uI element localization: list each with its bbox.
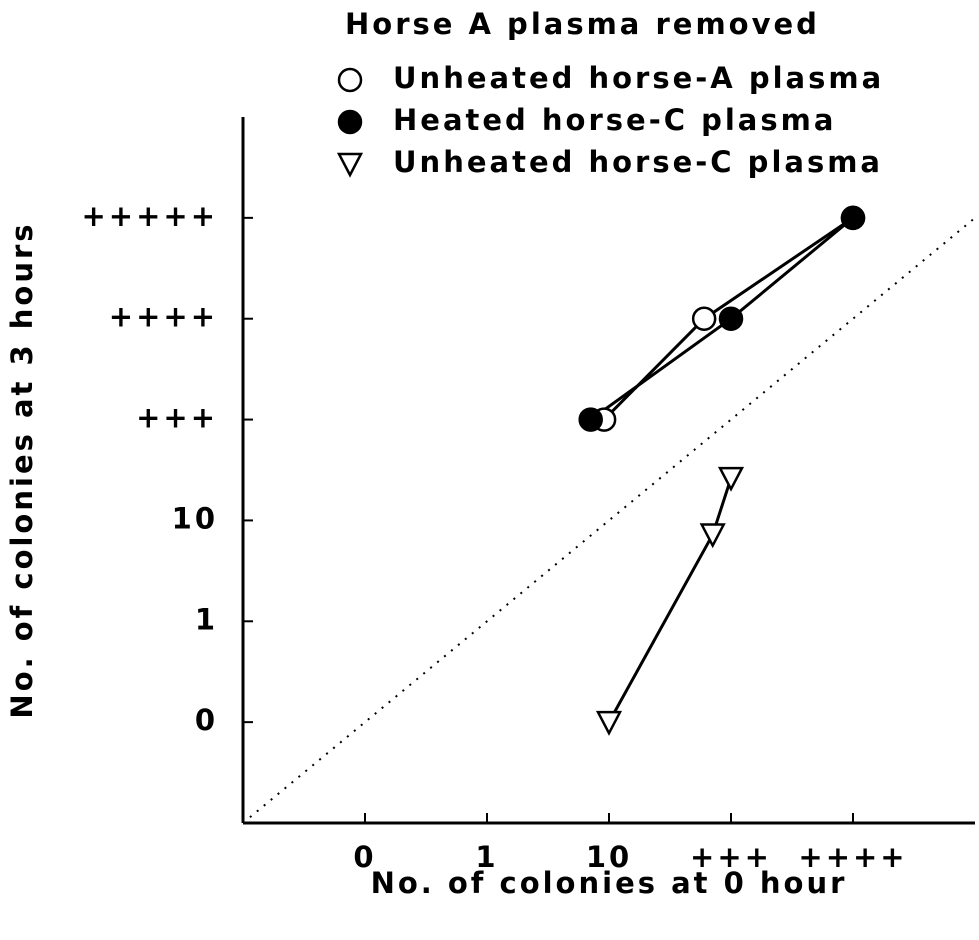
x-tick-label: +++ xyxy=(690,840,772,874)
x-tick-label: 0 xyxy=(353,840,376,874)
x-axis-label: No. of colonies at 0 hour xyxy=(371,866,848,900)
y-tick-label: ++++ xyxy=(109,300,218,334)
legend-marker xyxy=(336,152,364,178)
data-point xyxy=(699,523,726,549)
y-tick-label: 10 xyxy=(172,501,218,535)
y-tick-label: 0 xyxy=(195,703,218,737)
data-point xyxy=(840,205,866,231)
y-axis-label: No. of colonies at 3 hours xyxy=(5,221,39,718)
y-tick-label: +++ xyxy=(136,401,218,435)
data-point xyxy=(717,466,745,492)
data-point xyxy=(578,407,603,432)
series-line xyxy=(607,477,733,723)
x-tick-label: 10 xyxy=(586,840,632,874)
data-point xyxy=(718,306,744,331)
x-tick-label: ++++ xyxy=(798,840,907,874)
legend-marker xyxy=(337,109,363,135)
legend-label: Unheated horse-A plasma xyxy=(393,61,884,95)
legend-label: Unheated horse-C plasma xyxy=(393,145,883,179)
legend-label: Heated horse-C plasma xyxy=(393,103,836,137)
data-point xyxy=(691,306,717,331)
x-tick-label: 1 xyxy=(475,840,498,874)
y-tick-label: +++++ xyxy=(82,199,219,233)
chart-title: Horse A plasma removed xyxy=(345,7,820,41)
y-tick-label: 1 xyxy=(195,602,218,636)
data-point xyxy=(595,710,623,736)
legend-marker xyxy=(337,67,363,93)
